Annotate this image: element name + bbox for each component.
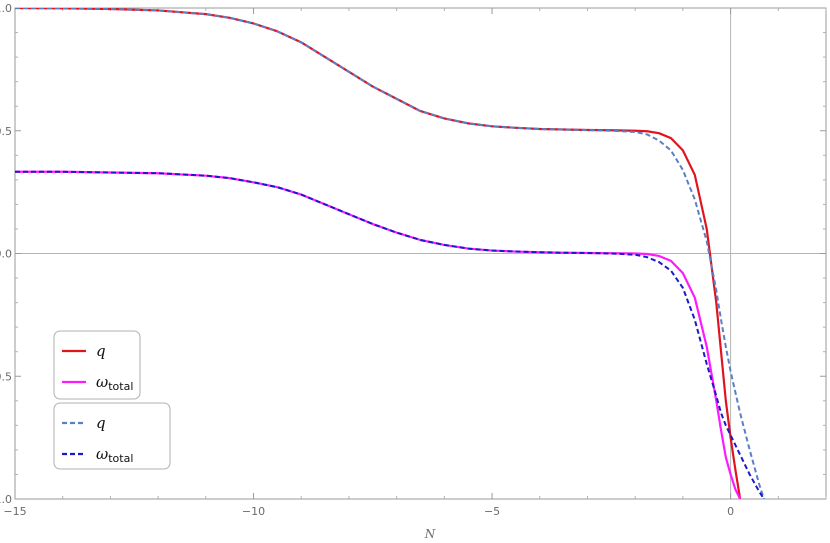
legend-label: ωtotal bbox=[96, 373, 133, 393]
x-axis-title: N bbox=[424, 527, 436, 541]
legend-box bbox=[53, 402, 171, 470]
legend: q ωtotal q ωtotal bbox=[53, 330, 171, 470]
x-tick-label: 0 bbox=[727, 505, 734, 518]
y-tick-label: −1.0 bbox=[0, 493, 12, 506]
axes: −15 −10 −5 0 −1.0 −0.5 0.0 0.5 1.0 bbox=[0, 2, 827, 518]
y-tick-label: 1.0 bbox=[0, 2, 12, 15]
y-tick-label: 0.5 bbox=[0, 125, 12, 138]
series-line-q-dashed bbox=[15, 8, 765, 499]
series-line-q-solid bbox=[15, 8, 742, 499]
legend-group-1: q ωtotal bbox=[53, 330, 141, 400]
legend-label: q bbox=[96, 342, 106, 360]
y-tick-label: 0.0 bbox=[0, 248, 12, 261]
legend-label: ωtotal bbox=[96, 445, 133, 465]
series-line-w-dashed bbox=[15, 170, 765, 499]
x-tick-label: −10 bbox=[242, 505, 265, 518]
x-tick-label: −15 bbox=[3, 505, 26, 518]
legend-label: q bbox=[96, 414, 106, 432]
legend-group-2: q ωtotal bbox=[53, 402, 171, 470]
y-tick-label: −0.5 bbox=[0, 370, 12, 383]
x-tick-label: −5 bbox=[484, 505, 500, 518]
series-group bbox=[15, 8, 765, 499]
